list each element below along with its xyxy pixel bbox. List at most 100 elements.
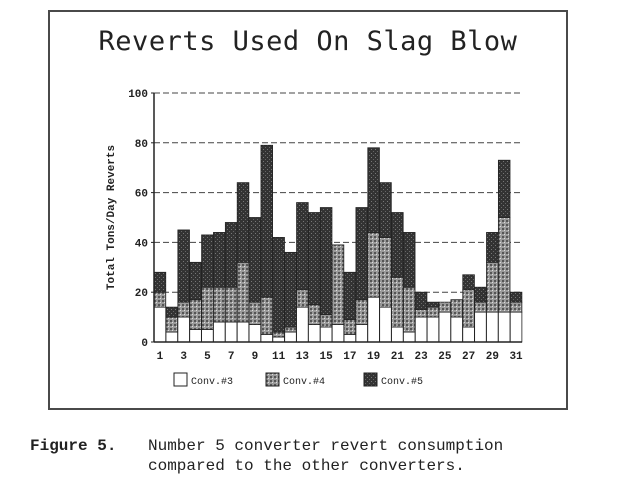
bar-conv4 bbox=[260, 296, 273, 335]
bar-conv3 bbox=[343, 334, 357, 343]
bar-conv4 bbox=[308, 304, 321, 325]
x-tick-label: 31 bbox=[509, 351, 523, 363]
legend: Conv.#3 Conv.#4 Conv.#5 bbox=[173, 372, 423, 388]
legend-swatch bbox=[265, 372, 280, 387]
bar-conv5 bbox=[426, 301, 440, 308]
bar-conv4 bbox=[213, 286, 226, 323]
bar-conv5 bbox=[213, 232, 226, 288]
bar-conv4 bbox=[296, 289, 309, 308]
axes bbox=[151, 92, 522, 343]
bar-conv3 bbox=[426, 316, 440, 343]
y-tick-label: 100 bbox=[128, 89, 148, 101]
bar-conv5 bbox=[391, 212, 404, 278]
bar-conv4 bbox=[272, 331, 285, 338]
bar-conv4 bbox=[426, 306, 440, 318]
bar-conv3 bbox=[224, 321, 238, 343]
bar-conv5 bbox=[308, 212, 321, 306]
bar-conv5 bbox=[367, 147, 380, 233]
bar-conv3 bbox=[486, 311, 499, 343]
bar-conv3 bbox=[189, 329, 202, 343]
bar-conv5 bbox=[165, 306, 179, 318]
y-tick-label: 20 bbox=[135, 288, 148, 300]
y-axis-label: Total Tons/Day Reverts bbox=[106, 145, 118, 290]
x-tick-label: 3 bbox=[180, 351, 187, 363]
bars bbox=[153, 144, 523, 343]
x-tick-label: 9 bbox=[252, 351, 259, 363]
bar-conv5 bbox=[497, 159, 511, 218]
bar-conv5 bbox=[343, 271, 357, 320]
caption-label: Figure 5. bbox=[30, 437, 117, 455]
x-tick-label: 1 bbox=[157, 351, 164, 363]
bar-conv3 bbox=[355, 324, 368, 343]
bar-conv4 bbox=[379, 237, 392, 308]
x-tick-label: 17 bbox=[343, 351, 356, 363]
bar-conv5 bbox=[474, 286, 487, 303]
bar-conv3 bbox=[248, 324, 262, 343]
x-tick-label: 29 bbox=[486, 351, 499, 363]
bar-conv4 bbox=[486, 261, 499, 313]
bar-conv5 bbox=[236, 182, 250, 263]
x-tick-label: 13 bbox=[296, 351, 310, 363]
legend-swatch bbox=[173, 372, 188, 387]
x-tick-label: 11 bbox=[272, 351, 286, 363]
figure-caption: Figure 5. Number 5 converter revert consu… bbox=[30, 436, 620, 476]
bar-conv4 bbox=[224, 286, 238, 323]
bar-conv3 bbox=[379, 306, 392, 343]
bar-conv4 bbox=[153, 291, 167, 308]
bar-conv5 bbox=[486, 232, 499, 263]
bar-conv3 bbox=[391, 326, 404, 343]
bar-conv3 bbox=[462, 326, 475, 343]
x-tick-label: 21 bbox=[391, 351, 405, 363]
bar-conv4 bbox=[284, 326, 297, 333]
x-tick-label: 23 bbox=[414, 351, 428, 363]
legend-label: Conv.#3 bbox=[191, 377, 233, 388]
bar-conv3 bbox=[438, 311, 452, 343]
legend-swatch bbox=[363, 372, 378, 387]
bar-conv4 bbox=[367, 232, 380, 298]
bar-conv4 bbox=[165, 316, 179, 333]
legend-label: Conv.#5 bbox=[381, 377, 423, 388]
bar-conv5 bbox=[272, 237, 285, 333]
bar-conv3 bbox=[308, 324, 321, 343]
bar-conv4 bbox=[331, 244, 345, 325]
bar-conv4 bbox=[319, 314, 333, 328]
bar-conv3 bbox=[177, 316, 190, 343]
bar-conv4 bbox=[201, 286, 214, 330]
chart-frame: Reverts Used On Slag Blow 0 20 40 60 80 100 1 3… bbox=[48, 10, 568, 410]
bar-conv3 bbox=[284, 331, 297, 343]
bar-conv3 bbox=[236, 321, 250, 343]
bar-conv3 bbox=[509, 311, 523, 343]
bar-conv5 bbox=[153, 271, 167, 293]
bar-conv4 bbox=[236, 261, 250, 323]
bar-conv3 bbox=[165, 331, 179, 343]
x-tick-label: 25 bbox=[438, 351, 452, 363]
bar-conv5 bbox=[403, 232, 416, 288]
bar-conv3 bbox=[367, 296, 380, 343]
bar-conv3 bbox=[296, 306, 309, 343]
x-tick-label: 5 bbox=[204, 351, 211, 363]
bar-conv3 bbox=[153, 306, 167, 343]
bar-conv5 bbox=[414, 291, 428, 311]
bar-conv3 bbox=[213, 321, 226, 343]
bar-conv4 bbox=[450, 299, 463, 318]
chart-title: Reverts Used On Slag Blow bbox=[98, 26, 518, 57]
bar-conv5 bbox=[296, 202, 309, 291]
bar-conv4 bbox=[248, 301, 262, 325]
bar-conv5 bbox=[248, 217, 262, 303]
bar-conv5 bbox=[284, 251, 297, 328]
y-tick-label: 60 bbox=[135, 189, 148, 201]
y-tick-label: 0 bbox=[141, 338, 148, 350]
bar-conv5 bbox=[224, 222, 238, 288]
bar-conv4 bbox=[497, 217, 511, 313]
bar-conv3 bbox=[450, 316, 463, 343]
bar-conv3 bbox=[474, 311, 487, 343]
bar-conv4 bbox=[189, 299, 202, 330]
bar-conv5 bbox=[462, 274, 475, 291]
x-tick-label: 7 bbox=[228, 351, 235, 363]
bar-conv3 bbox=[331, 324, 345, 343]
y-tick-label: 80 bbox=[135, 139, 148, 151]
x-tick-label: 19 bbox=[367, 351, 380, 363]
bar-conv4 bbox=[509, 301, 523, 313]
